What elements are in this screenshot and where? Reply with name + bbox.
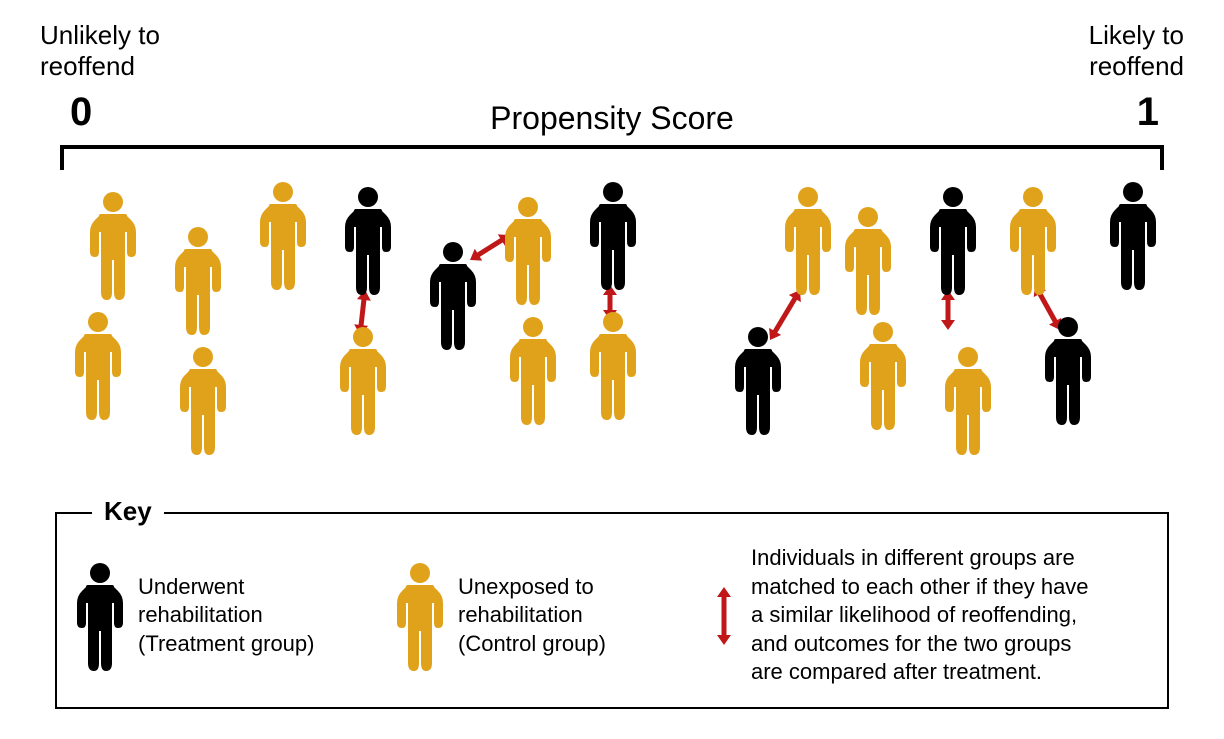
legend-box: Key Underwent rehabilitation (Treatment … <box>55 512 1169 709</box>
person-icon <box>90 190 136 300</box>
person-icon <box>175 225 221 335</box>
figures-area <box>60 180 1164 480</box>
legend-arrow-text: Individuals in different groups are matc… <box>751 544 1089 687</box>
person-icon <box>430 240 476 350</box>
person-icon <box>1010 185 1056 295</box>
person-icon <box>510 315 556 425</box>
axis-label-right: Likely to reoffend <box>1089 20 1184 82</box>
axis-bracket <box>60 145 1164 170</box>
axis-left-line1: Unlikely to <box>40 20 160 50</box>
axis-number-zero: 0 <box>70 90 92 135</box>
double-arrow-icon <box>712 581 736 651</box>
person-icon <box>505 195 551 305</box>
axis-label-left: Unlikely to reoffend <box>40 20 160 82</box>
person-icon <box>945 345 991 455</box>
legend-item-arrow: Individuals in different groups are matc… <box>712 544 1147 687</box>
person-icon <box>735 325 781 435</box>
legend-treatment-text: Underwent rehabilitation (Treatment grou… <box>138 573 314 659</box>
person-icon <box>397 561 443 671</box>
person-icon <box>590 180 636 290</box>
person-icon <box>930 185 976 295</box>
person-icon <box>860 320 906 430</box>
legend-control-text: Unexposed to rehabilitation (Control gro… <box>458 573 606 659</box>
person-icon <box>590 310 636 420</box>
person-icon <box>345 185 391 295</box>
axis-number-one: 1 <box>1137 90 1159 135</box>
legend-row: Underwent rehabilitation (Treatment grou… <box>77 544 1147 687</box>
person-icon <box>77 561 123 671</box>
person-icon <box>180 345 226 455</box>
person-icon <box>845 205 891 315</box>
legend-item-treatment: Underwent rehabilitation (Treatment grou… <box>77 561 382 671</box>
person-icon <box>75 310 121 420</box>
axis-title: Propensity Score <box>490 100 734 137</box>
axis-right-line2: reoffend <box>1089 51 1184 81</box>
diagram-container: Unlikely to reoffend Likely to reoffend … <box>0 0 1224 739</box>
legend-title: Key <box>92 496 164 527</box>
person-icon <box>1045 315 1091 425</box>
legend-item-control: Unexposed to rehabilitation (Control gro… <box>397 561 697 671</box>
person-icon <box>785 185 831 295</box>
person-icon <box>260 180 306 290</box>
axis-left-line2: reoffend <box>40 51 135 81</box>
person-icon <box>340 325 386 435</box>
person-icon <box>1110 180 1156 290</box>
axis-right-line1: Likely to <box>1089 20 1184 50</box>
